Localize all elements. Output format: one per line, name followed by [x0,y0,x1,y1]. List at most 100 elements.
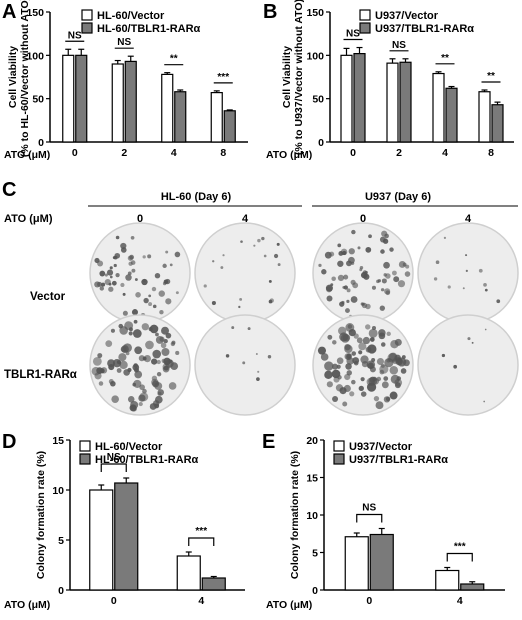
colony-dot [337,260,344,267]
colony-dot [337,274,345,282]
colony-dot [97,353,103,359]
colony-dot [337,243,342,248]
colony-dot [130,235,135,240]
chart-a-x-title: ATO (μM) [4,149,50,161]
colony-dot [261,236,265,241]
colony-dot [348,248,355,255]
colony-dot [371,285,376,290]
chart-a-sig-label: ** [170,54,178,65]
colony-dot [350,296,358,303]
chart-e-sig-bracket [356,513,383,523]
chart-a-legend-swatch [81,9,93,21]
colony-dot [401,355,406,359]
chart-e-ytick-label: 15 [306,473,318,485]
colony-dot [154,272,161,279]
colony-dot [383,273,387,277]
colony-dot [331,369,341,379]
colony-dot [483,400,486,403]
colony-dot [348,328,356,337]
chart-e-sig-label: NS [362,503,376,514]
colony-dot [128,261,133,266]
colony-dot [484,288,488,292]
colony-dot [142,255,146,259]
colony-dot [371,357,376,362]
colony-dot [155,335,164,344]
group-label-u937: U937 (Day 6) [365,191,431,203]
colony-dot [158,290,165,297]
colony-dot [340,248,348,256]
colony-dot [343,384,351,393]
colony-dot [142,388,147,394]
colony-dot [152,349,162,359]
chart-a-sig-label: *** [217,72,229,83]
colony-dot [389,365,399,375]
colony-dot [433,277,438,281]
colony-dot [397,280,406,288]
chart-a-bar [124,60,137,143]
colony-dot [379,236,386,243]
colony-dot [365,324,371,330]
chart-b-bar [340,54,353,143]
colony-dot [368,328,378,338]
colony-dot [386,331,391,336]
colony-dot [122,292,126,296]
colony-dot [120,282,125,288]
colony-dot [317,346,326,355]
colony-dot [165,332,172,339]
colony-dot [363,273,370,280]
colony-dot [359,266,364,270]
chart-b-ytick-label: 50 [312,94,324,106]
colony-dot [384,288,391,295]
colony-dot [162,263,167,269]
chart-b-legend-swatch [359,9,371,21]
colony-dot [151,286,157,292]
colony-dot [163,366,169,371]
colony-dot [253,244,256,247]
colony-dot [373,395,380,402]
colony-dot [124,321,134,331]
dose-label-4: 4 [465,213,472,225]
colony-dot [277,263,281,267]
colony-dot [339,301,345,307]
chart-a-xtick-label: 8 [220,147,226,159]
chart-a-bar [75,54,88,143]
colony-dot [220,266,224,270]
colony-dot [324,251,332,259]
chart-e-x-title: ATO (μM) [266,599,312,611]
colony-dot [395,356,403,364]
colony-dot [127,255,134,261]
colony-dot [400,368,407,374]
panel-letter-c: C [2,179,16,201]
colony-dot [396,376,402,381]
colony-dot [381,381,389,389]
chart-b-y-title: Cell Viability [281,46,293,108]
colony-dot [114,252,121,259]
colony-dot [134,278,138,281]
colony-dot [345,308,350,314]
colony-dot [203,284,207,288]
chart-d-legend-label: HL-60/TBLR1-RARα [95,454,199,466]
colony-dot [257,370,260,373]
chart-a-xtick-label: 4 [171,147,177,159]
colony-dot [127,396,135,403]
colony-dot [367,344,377,354]
row-label-tblr1: TBLR1-RARα [4,369,77,381]
panel-letter-a: A [2,1,16,23]
colony-dot [122,310,128,316]
colony-dot [375,401,384,410]
colony-dot [108,363,115,371]
colony-dot [168,359,173,364]
colony-dish [194,314,296,416]
colony-dot [380,249,385,254]
colony-dot [336,357,344,365]
dose-label-3: 0 [360,213,366,225]
colony-dot [165,298,172,305]
colony-dot [141,323,149,331]
colony-dot [104,278,111,286]
chart-d-bar [176,555,201,591]
colony-dot [483,282,487,287]
chart-b-bar [445,87,458,143]
colony-dot [386,358,391,363]
colony-dot [268,279,272,283]
colony-dish [312,222,414,324]
